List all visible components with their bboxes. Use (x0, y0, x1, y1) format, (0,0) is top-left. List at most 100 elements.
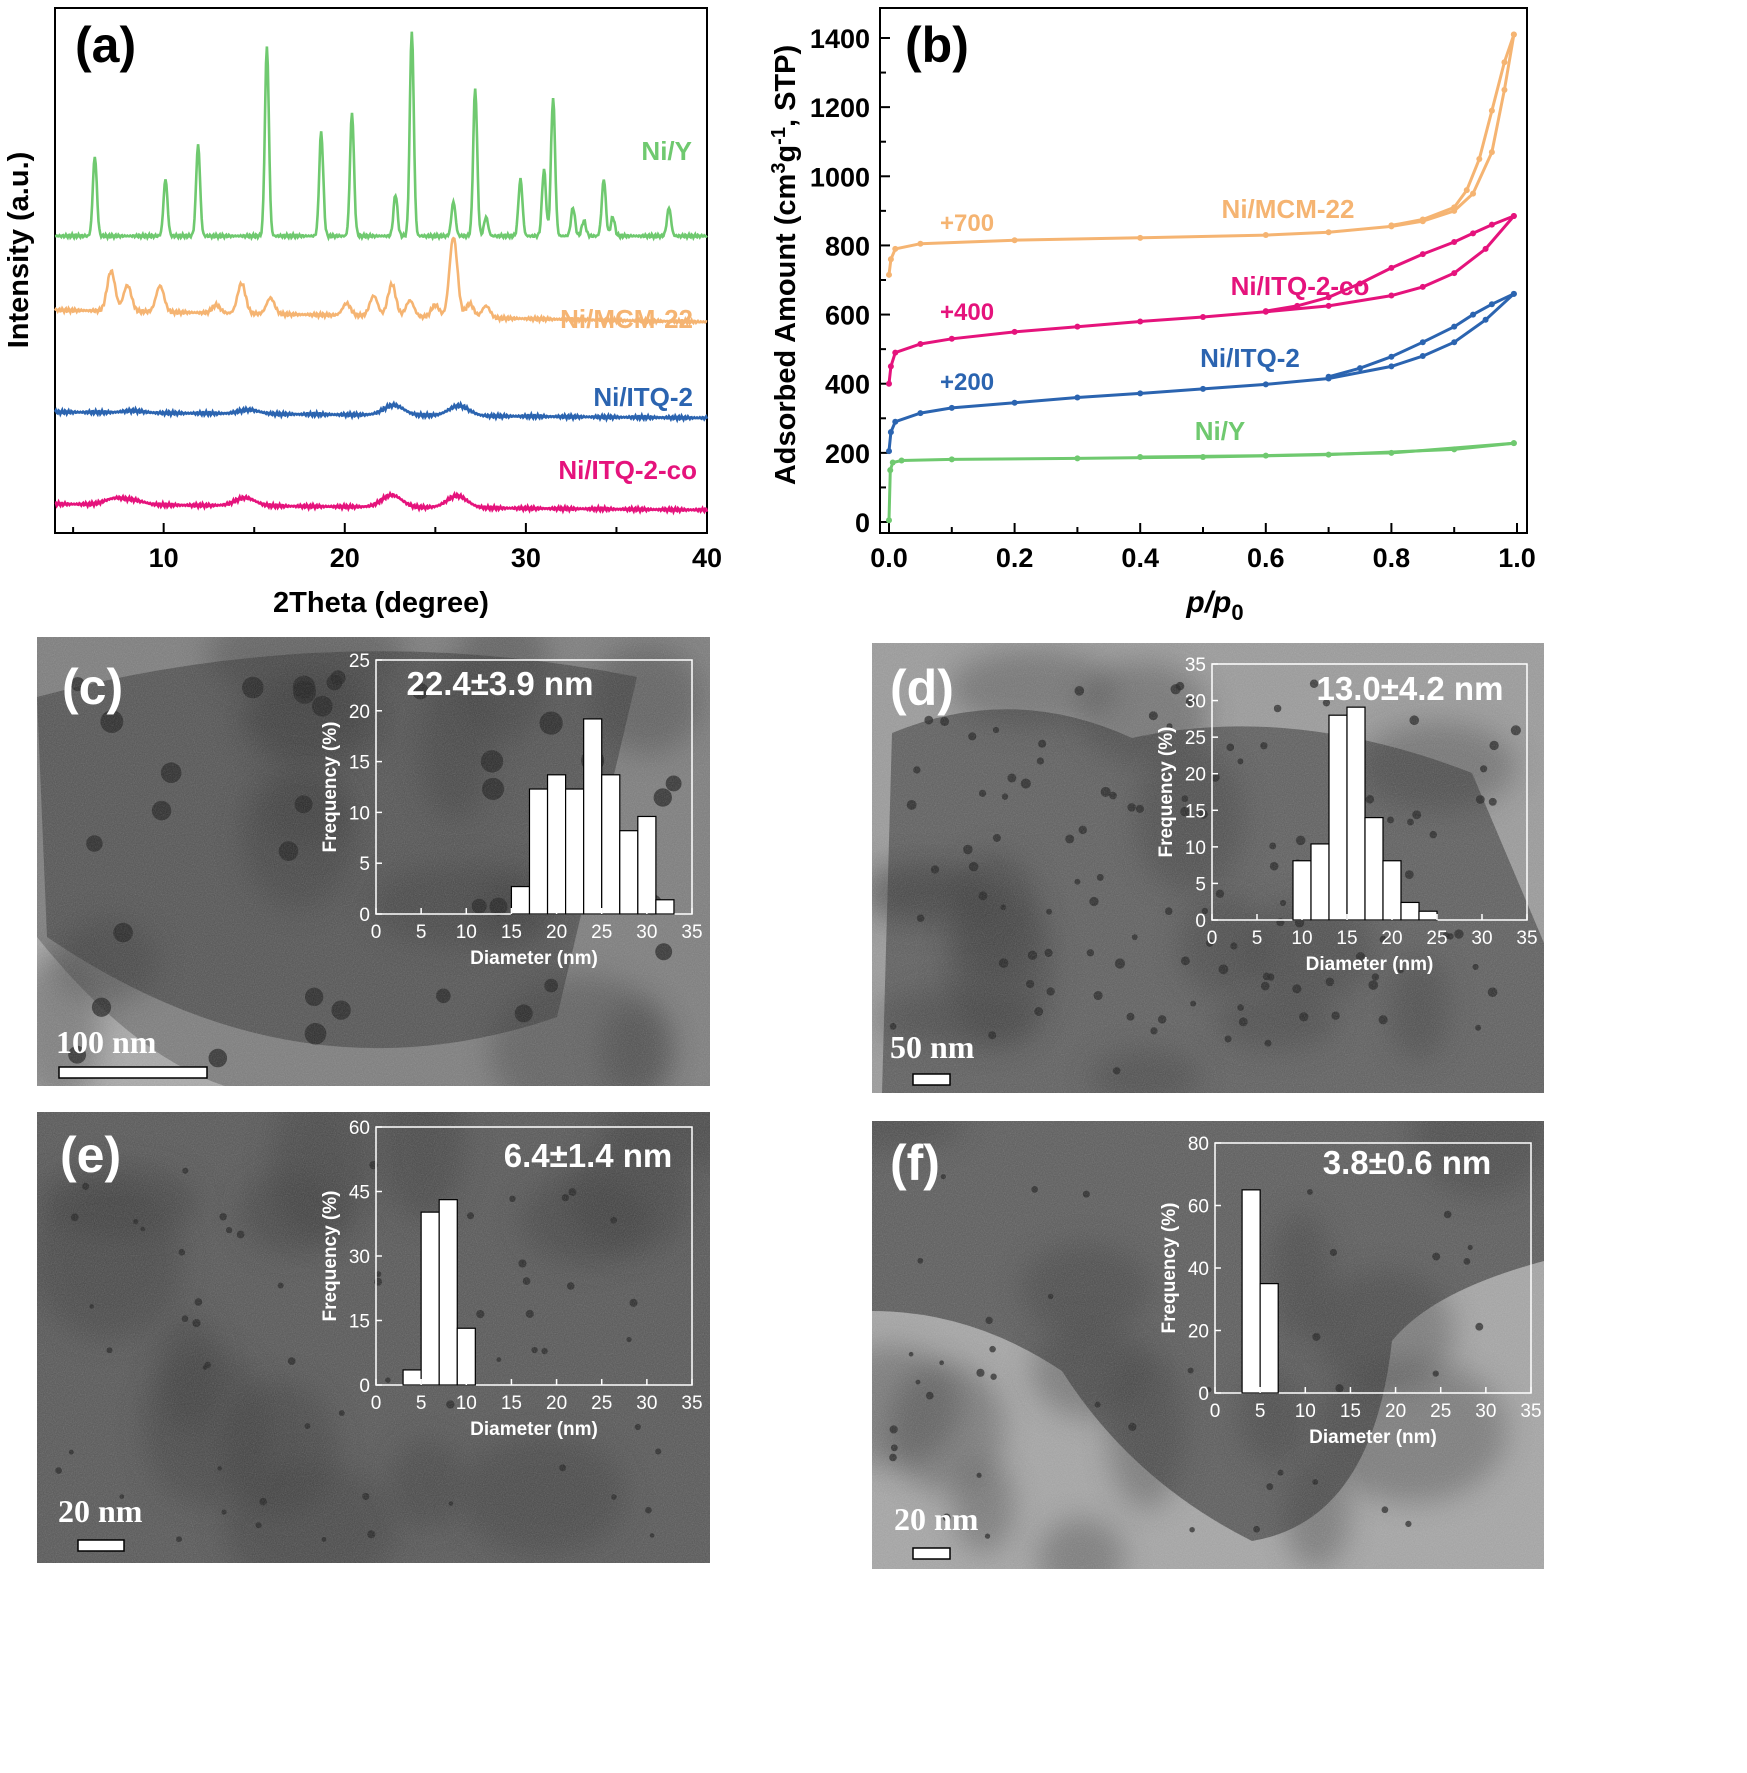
xrd-series-line (53, 236, 708, 327)
histogram-bar (583, 718, 603, 915)
histogram-bar (456, 1327, 476, 1386)
tem-image (37, 1112, 710, 1563)
series-label: Ni/ITQ-2-co (1231, 271, 1370, 301)
isotherm-marker (1388, 264, 1395, 271)
scale-bar (912, 1547, 951, 1560)
offset-label: +200 (940, 369, 994, 396)
isotherm-marker (1200, 385, 1206, 392)
isotherm-marker (1388, 292, 1395, 299)
histogram-y-tick-label: 35 (1185, 655, 1206, 676)
histogram-bar (1418, 910, 1438, 921)
histogram-bar (601, 774, 621, 915)
size-distribution-label: 22.4±3.9 nm (407, 665, 594, 702)
histogram-x-tick-label: 0 (1207, 928, 1218, 949)
isotherm-marker (1200, 313, 1206, 320)
x-tick-label: 20 (330, 543, 360, 573)
histogram-x-tick-label: 25 (1430, 1401, 1451, 1422)
isotherm-marker (1357, 365, 1363, 372)
isotherm-marker (889, 459, 896, 466)
isotherm-marker (1482, 245, 1489, 252)
isotherm-marker (948, 456, 955, 463)
histogram-x-tick-label: 0 (371, 922, 382, 943)
isotherm-marker (1325, 302, 1332, 309)
histogram-y-tick-label: 0 (1195, 911, 1206, 932)
isotherm-marker (1488, 149, 1495, 156)
isotherm-marker (886, 271, 892, 278)
y-tick-label: 200 (825, 439, 870, 469)
histogram-y-tick-label: 10 (1185, 838, 1206, 859)
histogram-bar (1364, 816, 1384, 921)
xrd-series-line (54, 31, 708, 242)
panel-a: Ni/Y Ni/MCM-22 Ni/ITQ-2 Ni/ITQ-2-co 10 20 30 40… (3, 7, 722, 619)
isotherm-marker (1074, 323, 1081, 330)
isotherm-marker (1419, 353, 1426, 360)
histogram-bar (1346, 706, 1366, 921)
histogram-y-tick-label: 10 (349, 803, 370, 824)
isotherm-marker (1510, 290, 1517, 297)
tem-noise (872, 1121, 1544, 1569)
histogram-x-tick-label: 15 (1336, 928, 1357, 949)
histogram-y-tick-label: 20 (349, 702, 370, 723)
isotherm-marker (1325, 229, 1332, 236)
histogram-x-tick-label: 15 (1340, 1401, 1361, 1422)
isotherm-marker (1451, 323, 1458, 330)
histogram-y-tick-label: 45 (349, 1183, 370, 1204)
size-distribution-label: 6.4±1.4 nm (504, 1137, 673, 1174)
scale-bar-label: 20 nm (58, 1493, 143, 1529)
y-axis-label: Intensity (a.u.) (3, 152, 35, 349)
isotherm-marker (1262, 308, 1269, 315)
isotherm-adsorption (887, 292, 1515, 452)
isotherm-marker (1451, 270, 1458, 277)
panel-c: (c) 100 nm 0 5 10 15 20 25 30 35 0 5 10 15 20 25 Diamete… (37, 637, 710, 1086)
y-tick-label: 800 (825, 231, 870, 261)
isotherm-marker (1388, 449, 1395, 456)
isotherm-marker (1488, 301, 1495, 308)
isotherm-marker (1294, 302, 1301, 309)
histogram-x-tick-label: 35 (1520, 1401, 1541, 1422)
histogram-y-tick-label: 30 (349, 1247, 370, 1268)
histogram-bar (510, 885, 531, 915)
isotherm-marker (1463, 187, 1470, 194)
tem-image (872, 643, 1544, 1093)
panel-label: (b) (905, 17, 969, 73)
isotherm-marker (1419, 251, 1426, 258)
y-axis-label: Adsorbed Amount (cm3g-1, STP) (768, 45, 802, 485)
histogram-x-tick-label: 15 (501, 922, 522, 943)
scale-bar (58, 1066, 208, 1079)
isotherm-marker (1325, 373, 1332, 380)
isotherm-marker (887, 429, 894, 436)
histogram-x-label: Diameter (nm) (470, 948, 598, 969)
histogram-x-tick-label: 25 (1426, 928, 1447, 949)
isotherm-marker (1262, 452, 1269, 459)
xrd-series-line (54, 490, 709, 516)
xrd-series-line (53, 400, 709, 424)
histogram-bar (1328, 714, 1348, 921)
series-label: Ni/Y (641, 136, 692, 166)
histogram-y-label: Frequency (%) (1156, 727, 1177, 858)
histogram-bar (1400, 901, 1420, 921)
isotherm-marker (1011, 399, 1018, 406)
histogram-y-tick-label: 20 (1185, 765, 1206, 786)
scale-bar-label: 100 nm (56, 1024, 157, 1060)
histogram-y-tick-label: 15 (1185, 801, 1206, 822)
x-axis-label-subscript: 0 (1231, 600, 1243, 625)
histogram-y-tick-label: 40 (1188, 1259, 1209, 1280)
panel-label: (e) (60, 1127, 121, 1183)
y-tick-label: 1000 (810, 162, 870, 192)
histogram-x-label: Diameter (nm) (1306, 954, 1434, 975)
histogram-bar (655, 899, 675, 915)
x-tick-label: 10 (149, 543, 179, 573)
isotherm-marker (1419, 216, 1426, 223)
panel-b: 0 200 400 600 800 1000 1200 1400 0.0 0.2 0.4 0.6 0.8… (768, 7, 1536, 625)
isotherm-marker (1011, 237, 1018, 244)
isotherm-marker (917, 410, 924, 417)
isotherm-marker (1501, 86, 1508, 93)
histogram-bar (1310, 843, 1330, 921)
isotherm-marker (1388, 353, 1395, 360)
histogram-x-tick-label: 10 (1295, 1401, 1316, 1422)
histogram-y-label: Frequency (%) (320, 1191, 341, 1322)
histogram-bar (564, 788, 585, 915)
isotherm-marker (886, 448, 892, 455)
isotherm-marker (1470, 230, 1477, 237)
series-label: Ni/MCM-22 (560, 304, 693, 334)
